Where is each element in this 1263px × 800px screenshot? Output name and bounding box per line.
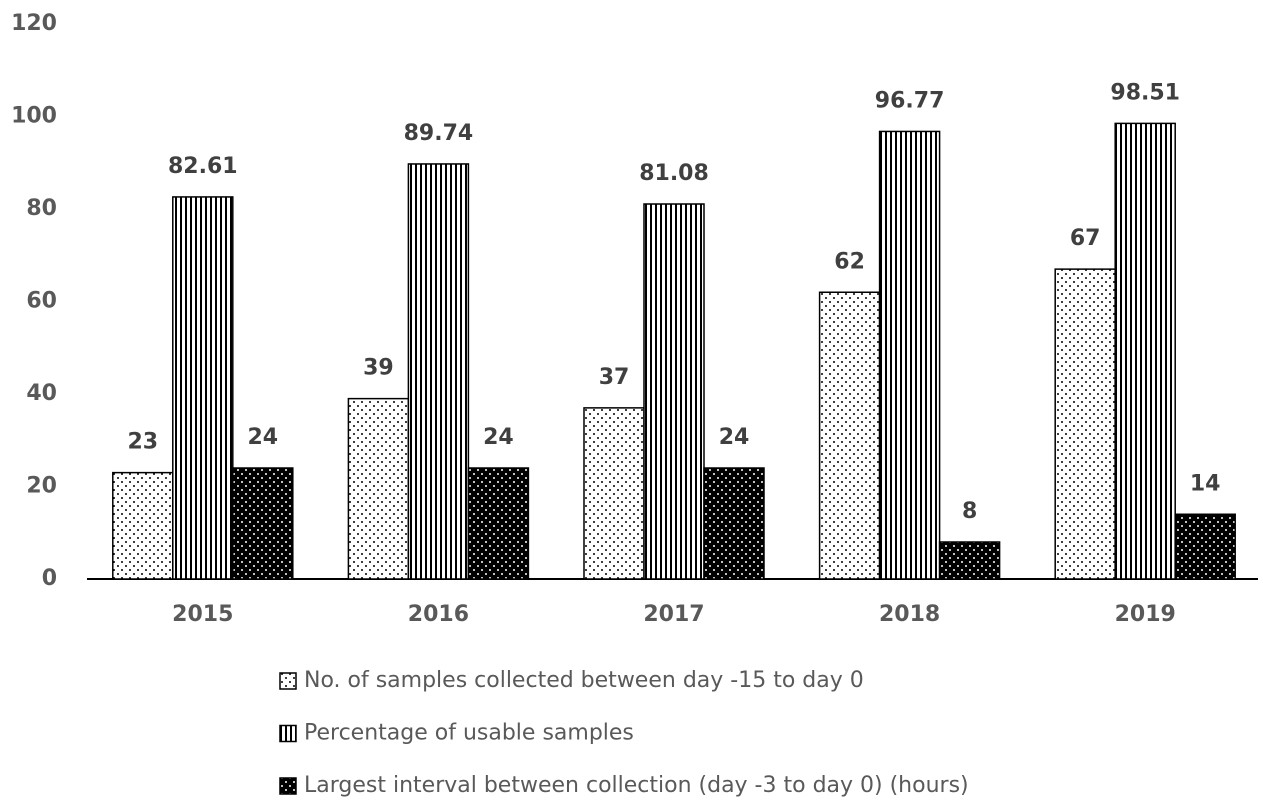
value-label: 24 [483,425,514,450]
value-label: 23 [127,430,158,455]
bar [1054,268,1116,580]
y-tick-label: 60 [26,289,57,314]
x-tick-label: 2018 [879,602,940,627]
bar [818,291,881,580]
value-label: 62 [834,249,865,274]
value-label: 89.74 [404,121,474,146]
y-tick-label: 100 [11,104,57,129]
bar [112,471,174,580]
bar [1174,513,1236,580]
legend-swatch [279,777,297,795]
value-label: 14 [1190,471,1221,496]
bar [878,130,941,580]
legend-swatch [279,724,297,743]
value-label: 24 [719,425,750,450]
legend-label: Percentage of usable samples [304,721,634,746]
value-label: 8 [962,499,977,524]
bar [1114,122,1176,580]
value-label: 67 [1070,226,1101,251]
x-tick-label: 2019 [1115,602,1176,627]
x-tick-label: 2016 [408,602,469,627]
bar [643,203,705,580]
value-label: 37 [599,365,630,390]
value-label: 98.51 [1110,80,1180,105]
y-tick-label: 80 [26,196,57,221]
value-label: 81.08 [639,161,709,186]
value-label: 82.61 [168,154,238,179]
bar [938,541,1001,580]
value-label: 24 [247,425,278,450]
legend-label: No. of samples collected between day -15… [304,668,864,693]
y-tick-label: 40 [26,381,57,406]
bar [407,163,470,580]
legend-label: Largest interval between collection (day… [304,773,969,798]
legend-swatch [279,672,297,690]
x-tick-label: 2017 [643,602,704,627]
y-tick-label: 120 [11,11,57,36]
y-tick-label: 0 [42,566,57,591]
x-tick-label: 2015 [172,602,233,627]
value-label: 39 [363,356,394,381]
value-label: 96.77 [875,88,945,113]
bar [703,467,765,580]
bar [467,467,530,580]
bar [232,467,294,580]
y-tick-label: 20 [26,474,57,499]
bar [172,196,234,580]
bar [347,397,410,580]
bar [583,407,645,580]
